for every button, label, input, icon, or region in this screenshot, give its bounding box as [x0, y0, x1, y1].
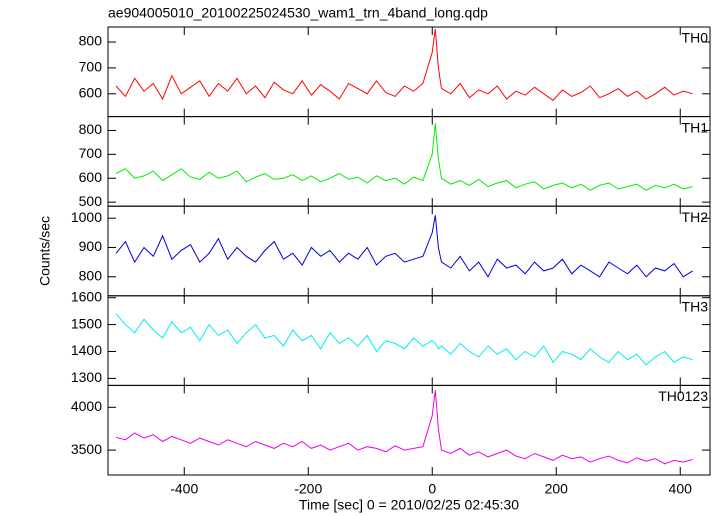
- x-tick-label: -200: [294, 481, 322, 497]
- series-line: [115, 390, 693, 465]
- y-tick-label: 1600: [71, 288, 102, 304]
- y-axis-label: Counts/sec: [37, 216, 53, 286]
- panel-label: TH0: [682, 30, 709, 46]
- y-tick-label: 800: [79, 121, 103, 137]
- y-tick-label: 4000: [71, 398, 102, 414]
- x-tick-label: 0: [428, 481, 436, 497]
- y-tick-label: 1000: [71, 209, 102, 225]
- x-tick-label: 200: [545, 481, 569, 497]
- series-line: [115, 123, 693, 191]
- x-axis-label: Time [sec] 0 = 2010/02/25 02:45:30: [299, 497, 519, 513]
- panel-label: TH3: [682, 299, 709, 315]
- panel-label: TH0123: [658, 388, 708, 404]
- panel-frame: [107, 26, 711, 118]
- y-tick-label: 800: [79, 267, 103, 283]
- panel-frame: [107, 116, 711, 207]
- panel-label: TH1: [682, 119, 709, 135]
- y-tick-label: 600: [79, 169, 103, 185]
- series-line: [115, 29, 693, 101]
- panel-label: TH2: [682, 209, 709, 225]
- y-tick-label: 600: [79, 85, 103, 101]
- x-tick-label: -400: [170, 481, 198, 497]
- y-tick-label: 700: [79, 59, 103, 75]
- y-tick-label: 3500: [71, 441, 102, 457]
- series-line: [115, 215, 693, 278]
- x-tick-label: 400: [669, 481, 693, 497]
- panel-frame: [107, 384, 711, 476]
- panel-frame: [107, 205, 711, 297]
- series-line: [115, 313, 693, 366]
- y-tick-label: 900: [79, 238, 103, 254]
- y-tick-label: 1500: [71, 315, 102, 331]
- panel-frame: [107, 295, 711, 386]
- y-tick-label: 1400: [71, 342, 102, 358]
- y-tick-label: 800: [79, 33, 103, 49]
- chart-title: ae904005010_20100225024530_wam1_trn_4ban…: [108, 5, 488, 21]
- y-tick-label: 1300: [71, 369, 102, 385]
- y-tick-label: 500: [79, 193, 103, 209]
- y-tick-label: 700: [79, 145, 103, 161]
